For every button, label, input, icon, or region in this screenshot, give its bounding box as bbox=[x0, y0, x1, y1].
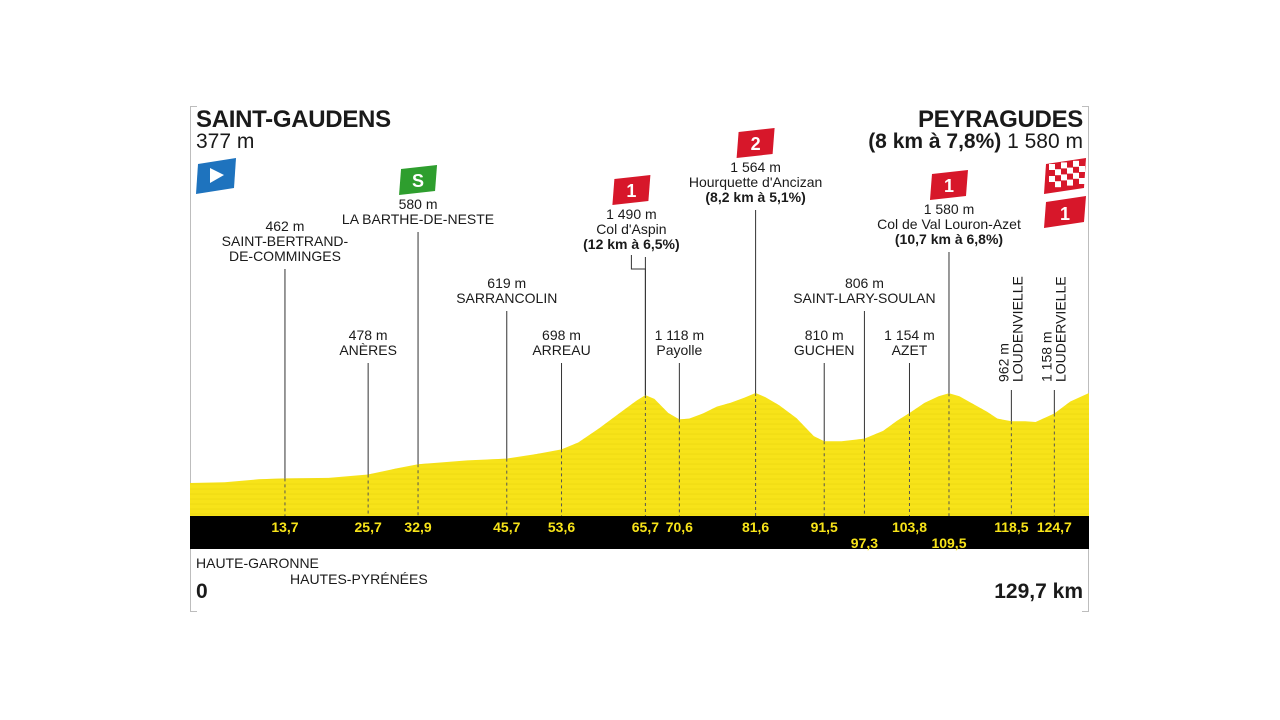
km-label: 25,7 bbox=[355, 519, 382, 535]
profile-chart: 13,7 25,7 32,9 45,7 53,6 65,7 70,6 81,6 91,5 97,3… bbox=[190, 128, 1089, 551]
waypoint-name: (10,7 km à 6,8%) bbox=[895, 231, 1003, 247]
km-label: 81,6 bbox=[742, 519, 769, 535]
finish-flag-check bbox=[1079, 178, 1085, 184]
waypoint-altitude: 962 m bbox=[995, 343, 1011, 382]
km-band bbox=[190, 516, 1089, 549]
km-label: 109,5 bbox=[931, 535, 966, 551]
waypoint-altitude: 478 m bbox=[349, 327, 388, 343]
km-label: 13,7 bbox=[271, 519, 298, 535]
start-town: SAINT-GAUDENS bbox=[196, 106, 391, 133]
finish-flag-check bbox=[1049, 176, 1055, 182]
waypoint-altitude: 1 490 m bbox=[606, 206, 657, 222]
waypoint-name: (12 km à 6,5%) bbox=[583, 236, 680, 252]
km-label: 70,6 bbox=[666, 519, 693, 535]
frame-bracket-left bbox=[190, 106, 197, 612]
waypoint-name: LOUDERVIELLE bbox=[1052, 276, 1068, 382]
waypoint-altitude: 698 m bbox=[542, 327, 581, 343]
badge-text: 2 bbox=[751, 134, 761, 154]
km-label: 53,6 bbox=[548, 519, 575, 535]
sprint-badge bbox=[399, 165, 438, 195]
waypoint-altitude: 1 158 m bbox=[1038, 331, 1054, 382]
frame-bracket-right bbox=[1082, 106, 1089, 612]
waypoint-name: LOUDENVIELLE bbox=[1009, 276, 1025, 382]
km-label: 32,9 bbox=[404, 519, 431, 535]
finish-climb-badge-text: 1 bbox=[1060, 204, 1070, 224]
finish-flag-check bbox=[1079, 166, 1085, 172]
finish-flag-check bbox=[1061, 174, 1067, 181]
waypoint-name: Payolle bbox=[656, 342, 702, 358]
km-label: 91,5 bbox=[811, 519, 838, 535]
stage-profile: SAINT-GAUDENS 377 m PEYRAGUDES (8 km à 7… bbox=[190, 106, 1089, 612]
km-label: 103,8 bbox=[892, 519, 927, 535]
waypoint-leader bbox=[630, 255, 646, 396]
badge-text: 1 bbox=[626, 181, 636, 201]
waypoint-name: Hourquette d'Ancizan bbox=[689, 174, 822, 190]
km-label: 45,7 bbox=[493, 519, 520, 535]
waypoint-altitude: 580 m bbox=[399, 196, 438, 212]
finish-flag-check bbox=[1055, 181, 1061, 188]
waypoint-altitude: 1 154 m bbox=[884, 327, 935, 343]
waypoint-name: SARRANCOLIN bbox=[456, 290, 557, 306]
km-label: 97,3 bbox=[851, 535, 878, 551]
waypoint-name: Col de Val Louron-Azet bbox=[877, 216, 1021, 232]
waypoint-name: Col d'Aspin bbox=[596, 221, 666, 237]
km-label: 118,5 bbox=[994, 519, 1028, 535]
region-hautes-pyrenees: HAUTES-PYRÉNÉES bbox=[290, 571, 428, 587]
waypoint-name: LA BARTHE-DE-NESTE bbox=[342, 211, 494, 227]
climb-category-badge bbox=[929, 170, 968, 200]
waypoint-name: AZET bbox=[892, 342, 928, 358]
finish-flag-check bbox=[1073, 172, 1079, 179]
finish-flag-check bbox=[1061, 162, 1067, 169]
profile-area bbox=[190, 393, 1089, 516]
km-label: 124,7 bbox=[1037, 519, 1072, 535]
finish-flag-check bbox=[1073, 160, 1079, 167]
finish-climb-badge bbox=[1044, 196, 1086, 228]
finish-town: PEYRAGUDES bbox=[917, 106, 1083, 133]
finish-flag-check bbox=[1055, 169, 1061, 176]
waypoint-name: (8,2 km à 5,1%) bbox=[705, 189, 805, 205]
waypoint-altitude: 806 m bbox=[845, 275, 884, 291]
waypoint-name: SAINT-BERTRAND- bbox=[222, 233, 349, 249]
waypoint-name: DE-COMMINGES bbox=[229, 248, 341, 264]
waypoint-altitude: 1 564 m bbox=[730, 159, 781, 175]
waypoint-name: ARREAU bbox=[532, 342, 590, 358]
distance-end: 129,7 km bbox=[994, 580, 1083, 603]
climb-category-badge bbox=[736, 128, 775, 158]
km-label: 65,7 bbox=[632, 519, 659, 535]
finish-altitude: 1 580 m bbox=[1007, 130, 1083, 153]
waypoint-altitude: 462 m bbox=[265, 218, 304, 234]
finish-climb: (8 km à 7,8%) bbox=[868, 130, 1002, 153]
badge-text: S bbox=[412, 171, 424, 191]
waypoint-name: GUCHEN bbox=[794, 342, 855, 358]
waypoint-altitude: 1 118 m bbox=[655, 327, 705, 343]
finish-flag-check bbox=[1067, 167, 1073, 174]
region-haute-garonne: HAUTE-GARONNE bbox=[196, 555, 319, 571]
distance-start: 0 bbox=[196, 580, 208, 603]
badge-text: 1 bbox=[944, 176, 954, 196]
start-arrow-icon bbox=[210, 168, 224, 183]
finish-flag-check bbox=[1049, 164, 1055, 170]
climb-category-badge bbox=[612, 175, 651, 205]
waypoint-name: ANÈRES bbox=[339, 342, 397, 358]
finish-info: (8 km à 7,8%) 1 580 m bbox=[868, 130, 1083, 154]
finish-flag-check bbox=[1067, 179, 1073, 186]
waypoint-altitude: 619 m bbox=[487, 275, 526, 291]
waypoint-altitude: 810 m bbox=[805, 327, 844, 343]
start-altitude: 377 m bbox=[196, 130, 255, 153]
waypoint-name: SAINT-LARY-SOULAN bbox=[793, 290, 935, 306]
waypoint-altitude: 1 580 m bbox=[924, 201, 975, 217]
